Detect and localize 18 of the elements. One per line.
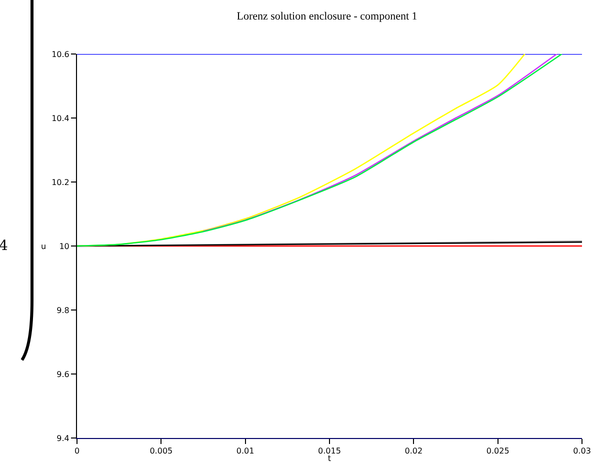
x-tick-label: 0.015 <box>318 446 341 456</box>
x-tick-label: 0.005 <box>150 446 173 456</box>
y-tick-label: 10 <box>59 242 70 251</box>
x-tick-label: 0.01 <box>236 446 254 456</box>
y-tick-label: 9.4 <box>56 434 70 443</box>
x-tick-label: 0 <box>74 446 80 456</box>
line-series <box>202 54 558 232</box>
y-tick-label: 10.2 <box>52 178 70 187</box>
y-tick-label: 9.8 <box>56 306 70 315</box>
x-axis-title: t <box>328 454 332 463</box>
x-tick-label: 0.025 <box>486 446 510 456</box>
x-tick-label: 0.03 <box>573 446 591 456</box>
y-axis-title: u <box>41 242 46 251</box>
y-tick-label: 9.6 <box>56 370 70 379</box>
x-tick-label: 0.02 <box>404 446 423 456</box>
y-tick-label: 10.4 <box>52 114 70 123</box>
chart-title: Lorenz solution enclosure - component 1 <box>236 10 418 22</box>
y-tick-label: 10.6 <box>52 50 70 59</box>
